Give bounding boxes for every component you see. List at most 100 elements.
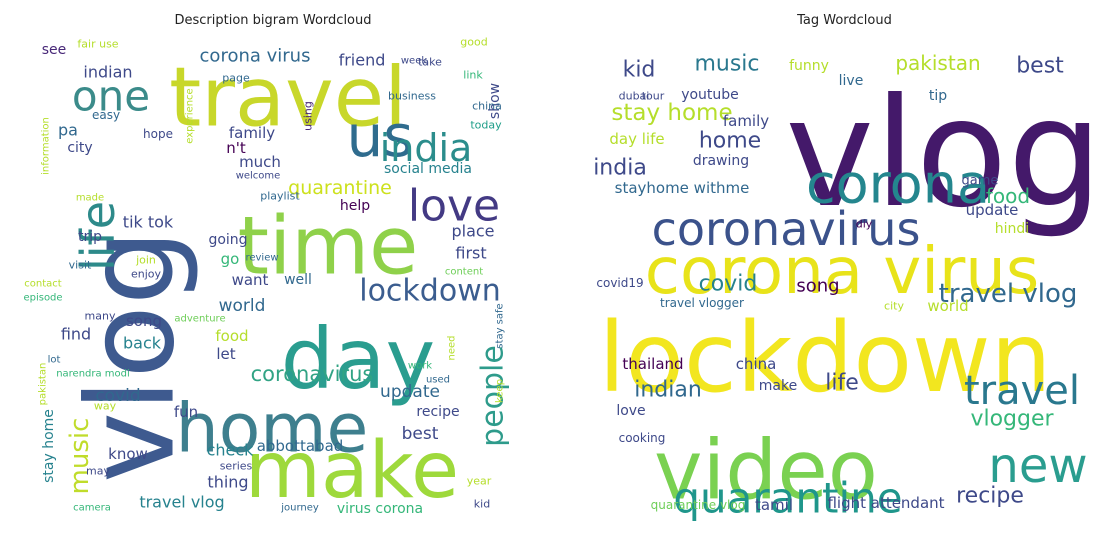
- word-india: india: [380, 126, 473, 170]
- word-using: using: [302, 101, 315, 131]
- word-good: good: [460, 36, 487, 49]
- word-life: life: [71, 201, 125, 271]
- word-need: need: [447, 336, 458, 361]
- word-week: week: [401, 56, 427, 67]
- word-way: way: [94, 400, 117, 413]
- word-well: well: [284, 272, 312, 288]
- word-stay-safe: stay safe: [495, 303, 506, 348]
- word-kid: kid: [474, 498, 490, 511]
- word-content: content: [445, 267, 483, 278]
- word-go: go: [221, 250, 240, 268]
- word-quarantine-vlog: quarantine vlog: [651, 498, 746, 512]
- word-china: china: [472, 100, 502, 113]
- word-place: place: [451, 222, 494, 241]
- word-coronavirus: coronavirus: [652, 202, 921, 256]
- word-welcome: welcome: [236, 171, 281, 182]
- word-tip: tip: [929, 88, 947, 104]
- word-friend: friend: [339, 51, 386, 70]
- word-keep: keep: [495, 379, 506, 403]
- word-fair-use: fair use: [77, 38, 118, 51]
- word-world: world: [219, 296, 266, 316]
- word-life: life: [825, 371, 859, 396]
- word-time: time: [238, 200, 419, 293]
- word-love: love: [408, 181, 500, 232]
- word-india: india: [593, 156, 647, 181]
- word-corona-virus: corona virus: [645, 235, 1039, 309]
- word-song: song: [126, 312, 162, 330]
- word-indian: indian: [83, 63, 132, 82]
- word-city: city: [67, 140, 92, 156]
- word-stayhome-withme: stayhome withme: [615, 179, 750, 197]
- word-thing: thing: [207, 473, 248, 492]
- word-abbottabad: abbottabad: [257, 437, 344, 455]
- word-lot: lot: [48, 355, 61, 366]
- word-want: want: [232, 271, 269, 289]
- word-adventure: adventure: [174, 314, 225, 325]
- word-pa: pa: [58, 121, 78, 140]
- word-song: song: [796, 276, 839, 297]
- word-world: world: [927, 297, 968, 315]
- word-covid19: covid19: [596, 276, 643, 290]
- word-let: let: [216, 345, 235, 363]
- word-music: music: [65, 418, 95, 495]
- chart-title: Description bigram Wordcloud: [174, 13, 372, 28]
- word-quarantine: quarantine: [673, 474, 902, 523]
- word-travel-vlogger: travel vlogger: [660, 296, 744, 310]
- word-corona: corona: [806, 153, 990, 216]
- word-dubai: dubai: [619, 90, 650, 103]
- word-take: take: [418, 56, 442, 69]
- word-best: best: [402, 424, 439, 444]
- word-review: review: [245, 253, 278, 264]
- word-link: link: [463, 69, 483, 82]
- word-tamil: tamil: [755, 496, 793, 514]
- word-back: back: [123, 334, 162, 353]
- word-today: today: [470, 119, 502, 132]
- word-business: business: [388, 90, 436, 103]
- word-home: home: [176, 390, 369, 469]
- word-pakistan: pakistan: [895, 51, 980, 75]
- word-us: us: [347, 102, 414, 170]
- word-travel-vlog: travel vlog: [139, 493, 224, 512]
- word-much: much: [239, 153, 281, 171]
- word-corona-virus: corona virus: [200, 46, 311, 67]
- chart-title: Tag Wordcloud: [797, 13, 892, 28]
- word-china: china: [736, 355, 777, 373]
- word-year: year: [467, 475, 492, 488]
- word-funny: funny: [789, 58, 829, 74]
- word-kid: kid: [623, 58, 656, 83]
- word-best: best: [1016, 54, 1064, 79]
- word-recipe: recipe: [956, 484, 1024, 509]
- word-easy: easy: [92, 108, 120, 122]
- word-lockdown: lockdown: [599, 302, 1052, 414]
- word-playlist: playlist: [260, 190, 300, 203]
- word-enjoy: enjoy: [131, 268, 162, 281]
- word-food: food: [986, 184, 1030, 208]
- word-narendra-modi: narendra modi: [56, 369, 130, 380]
- word-tik-tok: tik tok: [123, 213, 174, 232]
- word-music: music: [694, 52, 759, 77]
- word-covid: covid: [699, 272, 758, 297]
- word-youtube: youtube: [681, 87, 739, 103]
- word-flight-attendant: flight attendant: [827, 494, 944, 512]
- word-stay-home: stay home: [611, 100, 732, 126]
- word-visit: visit: [69, 259, 92, 272]
- word-may: may: [86, 465, 110, 478]
- word-journey: journey: [280, 503, 319, 514]
- tag-wordcloud-panel: Tag Wordcloud vlog lockdown corona virus vi…: [593, 10, 1103, 523]
- word-virus-corona: virus corona: [337, 501, 423, 517]
- word-love: love: [616, 403, 645, 419]
- word-food: food: [215, 327, 248, 345]
- word-indian: indian: [634, 378, 702, 403]
- word-coronavirus: coronavirus: [251, 362, 374, 386]
- word-contact: contact: [24, 279, 62, 290]
- word-day: day: [281, 310, 436, 408]
- word-travel: travel: [964, 368, 1080, 414]
- word-page: page: [222, 72, 250, 85]
- word-episode: episode: [23, 293, 62, 304]
- word-show: show: [487, 83, 503, 119]
- word-update: update: [966, 201, 1019, 219]
- description-bigram-wordcloud-panel: Description bigram Wordcloud travel vlog t…: [23, 10, 510, 518]
- word-first: first: [455, 244, 486, 263]
- word-information: information: [41, 117, 52, 175]
